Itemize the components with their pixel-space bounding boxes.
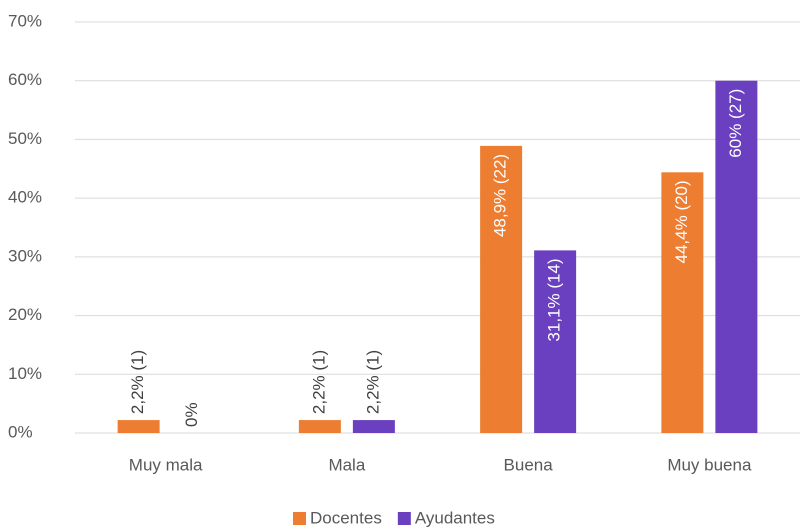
- x-tick-label: Buena: [504, 455, 554, 474]
- x-tick-label: Mala: [328, 455, 365, 474]
- y-tick-label: 10%: [8, 364, 42, 383]
- bar: [298, 420, 341, 433]
- bar: [661, 172, 704, 433]
- y-tick-label: 70%: [8, 11, 42, 30]
- data-label: 48,9% (22): [491, 154, 510, 237]
- legend-swatch: [293, 512, 306, 525]
- legend-label: Docentes: [310, 508, 382, 527]
- data-label: 2,2% (1): [128, 350, 147, 414]
- bar: [715, 80, 758, 433]
- data-label: 2,2% (1): [363, 350, 382, 414]
- bar: [534, 250, 577, 433]
- y-tick-label: 0%: [8, 422, 33, 441]
- data-label: 31,1% (14): [545, 258, 564, 341]
- x-tick-label: Muy buena: [667, 455, 752, 474]
- y-tick-label: 20%: [8, 305, 42, 324]
- data-label: 44,4% (20): [672, 180, 691, 263]
- y-tick-label: 60%: [8, 70, 42, 89]
- legend-swatch: [397, 512, 411, 525]
- legend-label: Ayudantes: [415, 508, 495, 527]
- data-label: 60% (27): [726, 89, 745, 158]
- bar: [352, 420, 395, 433]
- y-tick-label: 50%: [8, 129, 42, 148]
- data-label: 2,2% (1): [309, 350, 328, 414]
- y-tick-label: 40%: [8, 188, 42, 207]
- bar: [480, 145, 523, 433]
- data-label: 0%: [182, 402, 201, 427]
- y-tick-label: 30%: [8, 246, 42, 265]
- bar: [117, 420, 160, 433]
- x-tick-label: Muy mala: [129, 455, 203, 474]
